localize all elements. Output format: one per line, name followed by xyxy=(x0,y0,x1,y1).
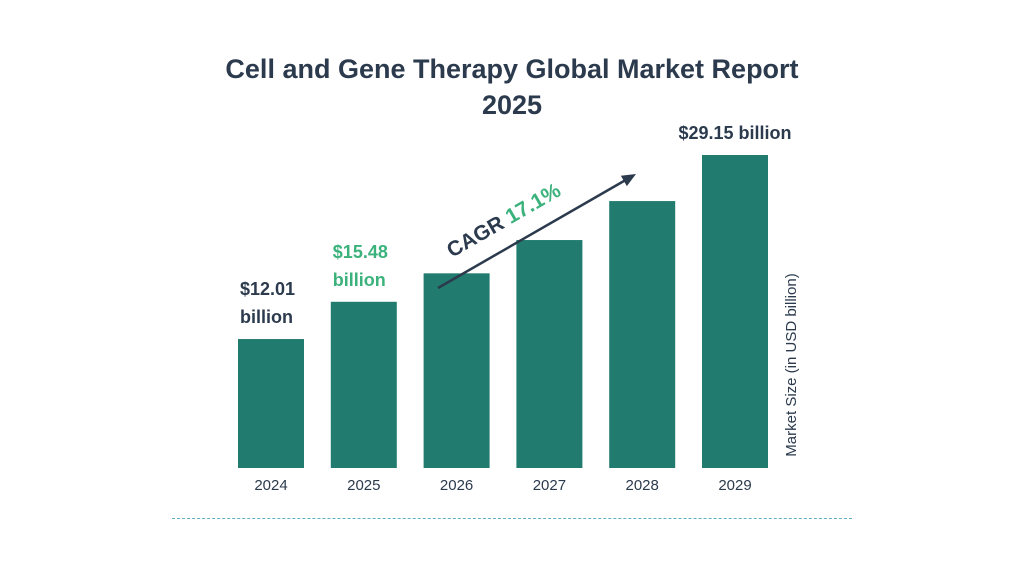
data-label: billion xyxy=(240,307,293,327)
chart-title-line2: 2025 xyxy=(481,90,543,120)
bar-2028 xyxy=(609,201,676,468)
cagr-arrowhead xyxy=(620,174,636,187)
cagr-arrow-line xyxy=(437,176,631,290)
y-axis-label: Market Size (in USD billion) xyxy=(783,273,800,456)
x-tick-label: 2026 xyxy=(440,477,473,494)
data-label: $29.15 billion xyxy=(678,123,791,143)
bar-2025 xyxy=(330,301,397,468)
chart-title-line1: Cell and Gene Therapy Global Market Repo… xyxy=(225,54,799,84)
data-label: $15.48 xyxy=(333,242,388,262)
bar-2027 xyxy=(516,240,583,468)
data-label: $12.01 xyxy=(240,279,295,299)
bar-2024 xyxy=(238,339,304,468)
bar-2026 xyxy=(423,273,490,468)
x-tick-label: 2029 xyxy=(718,477,751,494)
x-tick-label: 2028 xyxy=(626,477,659,494)
bar-2029 xyxy=(702,155,768,468)
data-label: billion xyxy=(333,270,386,290)
footer-divider xyxy=(172,518,852,519)
x-tick-label: 2025 xyxy=(347,477,380,494)
cagr-text: CAGR xyxy=(443,209,513,263)
x-tick-label: 2024 xyxy=(254,477,287,494)
x-tick-label: 2027 xyxy=(533,477,566,494)
